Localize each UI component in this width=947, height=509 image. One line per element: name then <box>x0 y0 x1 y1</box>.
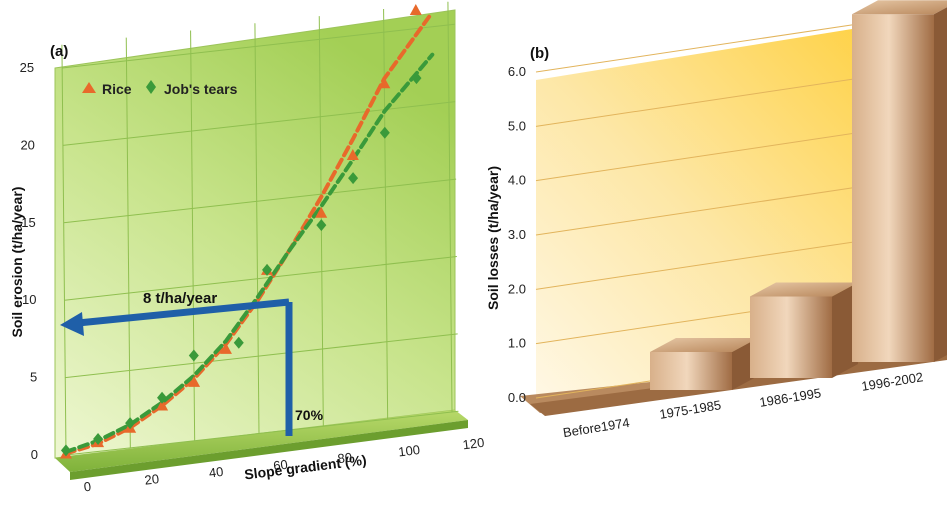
x-tick-a-label: 80 <box>337 450 353 467</box>
bar-side <box>832 282 858 378</box>
jobs-tears-point <box>93 433 104 446</box>
jobs-tears-point <box>157 391 168 404</box>
y-tick-a-label: 25 <box>20 60 34 75</box>
fit-line-rice <box>64 10 434 456</box>
panel-a-x-axis-title: Slope gradient (%) <box>243 452 367 483</box>
jobs-tears-point <box>411 72 422 85</box>
panel-b-y-axis-title: Soil losses (t/ha/year) <box>485 166 501 310</box>
panel-a-floor <box>55 410 468 472</box>
grid-a-vline <box>125 37 131 448</box>
panel-b-label: (b) <box>530 45 549 62</box>
rice-point <box>378 77 391 89</box>
legend-rice-label: Rice <box>102 81 132 97</box>
grid-a-hline <box>65 410 459 456</box>
rice-point <box>315 206 328 218</box>
grid-a-hline <box>65 333 458 379</box>
bar-top <box>750 282 858 297</box>
panel-a: 0 5 10 15 20 25 0 20 40 60 80 100 120 8 t/ha/year 70… <box>9 1 485 494</box>
grid-a-hline <box>62 23 455 69</box>
y-tick-a-label: 0 <box>31 447 38 462</box>
panel-a-fit-lines <box>64 10 435 456</box>
annotation-70pct-label: 70% <box>295 407 324 423</box>
y-tick-b-label: 3.0 <box>508 227 526 242</box>
panel-a-label: (a) <box>50 43 68 60</box>
grid-a-vline <box>447 1 453 413</box>
category-label: 1986-1995 <box>758 385 822 410</box>
jobs-tears-point <box>233 336 244 349</box>
x-tick-a-label: 40 <box>208 464 224 481</box>
panel-a-points <box>59 4 422 459</box>
category-label: 1975-1985 <box>658 397 722 422</box>
legend-jobs-tears-marker <box>146 80 156 94</box>
grid-a-hline <box>63 178 457 224</box>
grid-b-line <box>535 233 906 290</box>
grid-a-vline <box>190 30 196 441</box>
y-tick-b-label: 0.0 <box>508 390 526 405</box>
rice-point <box>188 375 201 387</box>
panel-a-y-axis-title: Soil erosion (t/ha/year) <box>9 187 25 338</box>
bar-front <box>650 351 732 390</box>
jobs-tears-point <box>379 126 390 139</box>
grid-a-vline <box>254 23 260 434</box>
panel-a-floor-front <box>70 420 468 480</box>
bar-front <box>852 14 934 363</box>
grid-b-line <box>535 70 906 127</box>
bar-top <box>852 0 947 15</box>
bar-front <box>750 296 832 378</box>
grid-a-hline <box>62 101 456 146</box>
x-tick-a-label: 60 <box>272 457 288 474</box>
y-tick-b-label: 1.0 <box>508 336 526 351</box>
panel-b-ticks: 0.0 1.0 2.0 3.0 4.0 5.0 6.0 <box>508 64 526 405</box>
annotation-horizontal-arrow <box>77 298 290 327</box>
x-tick-a-label: 120 <box>462 435 485 453</box>
y-tick-b-label: 2.0 <box>508 281 526 296</box>
bar-side <box>934 7 947 362</box>
rice-point <box>346 148 359 160</box>
x-tick-a-label: 20 <box>144 471 160 488</box>
y-tick-b-label: 4.0 <box>508 173 526 188</box>
bar-top <box>650 337 758 352</box>
jobs-tears-point <box>348 172 359 185</box>
y-tick-b-label: 5.0 <box>508 118 526 133</box>
rice-point <box>219 342 232 354</box>
grid-a-hline <box>64 255 457 301</box>
grid-b-line <box>535 125 906 182</box>
y-tick-b-label: 6.0 <box>508 64 526 79</box>
jobs-tears-point <box>316 219 327 232</box>
jobs-tears-point <box>60 444 71 457</box>
jobs-tears-point <box>188 349 199 362</box>
panel-b-bars <box>650 0 947 390</box>
grid-b-line <box>535 16 906 73</box>
rice-point <box>409 4 422 16</box>
panel-a-grid <box>61 1 459 456</box>
x-tick-a-label: 0 <box>83 479 92 495</box>
category-label: Before1974 <box>562 415 631 440</box>
y-tick-a-label: 15 <box>21 215 35 230</box>
rice-point <box>156 399 169 411</box>
x-tick-a-label: 100 <box>397 442 420 460</box>
jobs-tears-point <box>262 263 273 276</box>
grid-b-line <box>535 179 906 236</box>
fit-line-jobs-tears <box>64 52 435 454</box>
category-label: 1996-2002 <box>860 369 924 394</box>
jobs-tears-point <box>125 417 136 430</box>
y-tick-a-label: 20 <box>20 137 34 152</box>
y-tick-a-label: 5 <box>30 370 37 385</box>
panel-a-ticks: 0 5 10 15 20 25 0 20 40 60 80 100 120 <box>20 60 485 494</box>
grid-a-vline <box>61 44 67 456</box>
annotation-arrow-head <box>60 312 84 336</box>
legend-rice-marker <box>82 82 96 93</box>
annotation-8t-label: 8 t/ha/year <box>143 290 217 307</box>
legend-jobs-tears-label: Job's tears <box>164 81 238 97</box>
y-tick-a-label: 10 <box>22 292 36 307</box>
panel-b: 0.0 1.0 2.0 3.0 4.0 5.0 6.0 Before1974 1975-198… <box>485 0 947 440</box>
